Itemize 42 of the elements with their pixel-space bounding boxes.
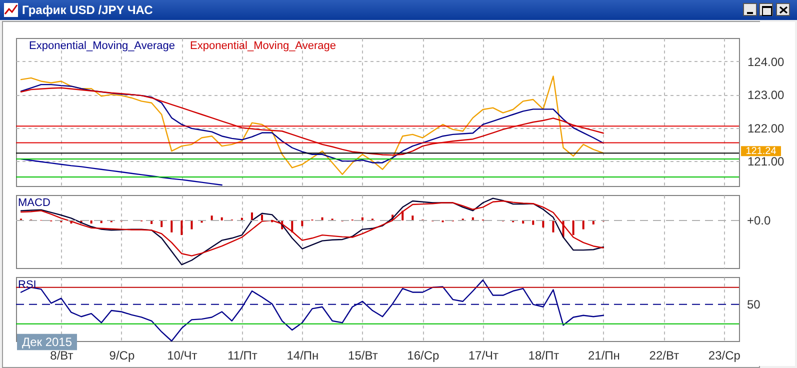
bar [582, 220, 584, 230]
x-tick-label: 8/Вт [50, 348, 74, 362]
chart-title: График USD /JPY ЧАС [22, 2, 153, 19]
bar [210, 216, 213, 220]
bar [532, 220, 534, 225]
ref-line-label: +0.0 [747, 213, 772, 228]
x-tick-label: 11/Пт [227, 348, 258, 362]
bar [542, 220, 544, 228]
bar [90, 220, 92, 224]
x-tick-label: 14/Пн [286, 348, 319, 362]
x-tick-label: 16/Ср [407, 348, 440, 362]
bar [552, 220, 554, 232]
x-tick-label: 9/Ср [109, 348, 135, 362]
bar [301, 220, 304, 226]
text: Exponential_Moving_Average [29, 40, 175, 52]
bar [190, 220, 193, 230]
text: Exponential_Moving_Average [190, 40, 336, 52]
y-tick-label: 123.00 [748, 88, 785, 102]
bar [261, 214, 264, 220]
bar [180, 220, 183, 236]
line-series [20, 158, 222, 186]
ref-line-label: 121.24 [746, 146, 777, 158]
x-tick-label: 15/Вт [348, 348, 378, 362]
bar [170, 220, 173, 232]
bar [572, 220, 574, 236]
bar [361, 217, 364, 220]
x-tick-label: 18/Пт [528, 348, 560, 362]
y-tick-label: 122.00 [748, 121, 785, 136]
y-tick-label: 121.00 [748, 154, 785, 169]
x-tick-label: 22/Вт [649, 348, 680, 362]
x-tick-label: 10/Чт [167, 348, 198, 362]
bar [160, 220, 163, 228]
bar [220, 217, 223, 220]
x-tick-label: 17/Чт [468, 348, 500, 362]
annotation: Дек 2015 [22, 335, 72, 349]
text: 50 [747, 297, 761, 312]
bar [412, 216, 414, 220]
x-tick-label: 23/Ср [708, 348, 741, 362]
y-tick-label: 124.00 [748, 54, 785, 69]
chart-title: MACD [18, 197, 50, 209]
line-series [20, 76, 604, 175]
x-tick-label: 21/Пн [588, 348, 620, 362]
